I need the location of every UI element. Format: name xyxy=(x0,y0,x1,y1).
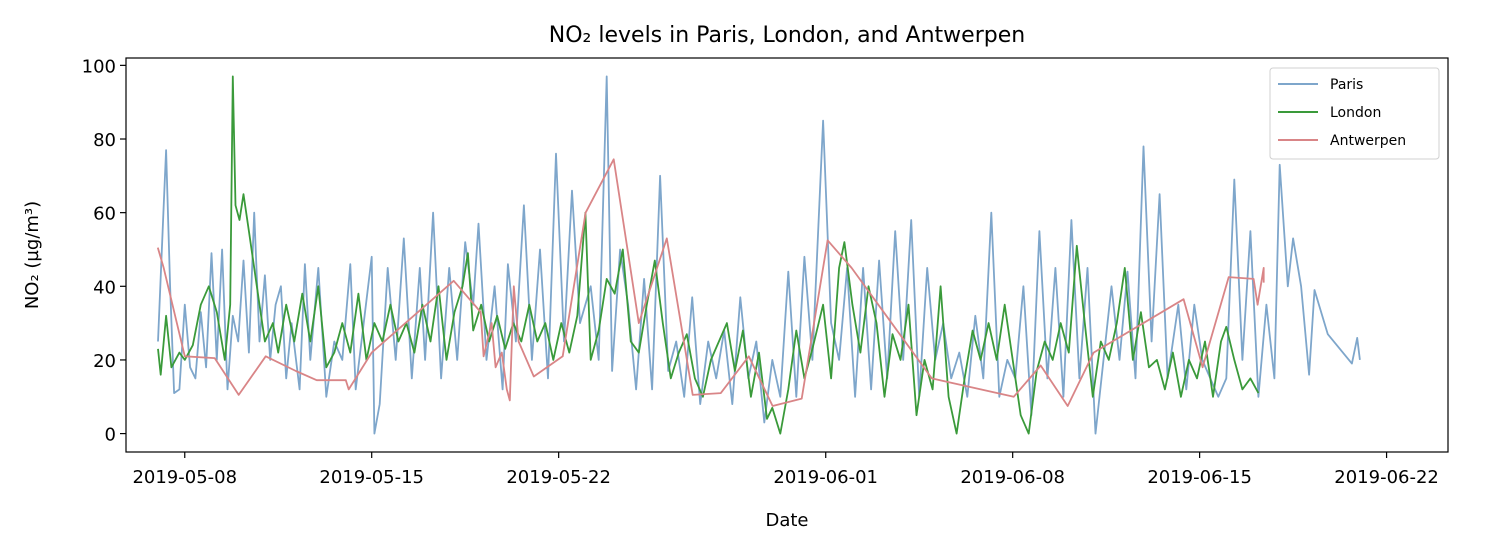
y-tick-label: 20 xyxy=(93,351,116,372)
legend-label-paris: Paris xyxy=(1330,77,1363,93)
y-tick-label: 0 xyxy=(105,425,116,446)
plot-frame xyxy=(125,57,1449,453)
x-tick-label: 2019-06-22 xyxy=(1334,467,1439,488)
y-axis-label: NO₂ (µg/m³) xyxy=(22,201,43,309)
legend-label-london: London xyxy=(1330,105,1381,121)
series-line-antwerpen xyxy=(156,158,1265,407)
legend-label-antwerpen: Antwerpen xyxy=(1330,133,1406,149)
x-tick-label: 2019-06-01 xyxy=(773,467,878,488)
legend-box xyxy=(1269,67,1440,160)
series-line-london xyxy=(157,75,1260,435)
x-axis-label: Date xyxy=(765,510,808,531)
y-tick-label: 100 xyxy=(82,56,116,77)
y-tick-label: 80 xyxy=(93,130,116,151)
x-tick-label: 2019-06-08 xyxy=(960,467,1065,488)
legend: Paris London Antwerpen xyxy=(1269,67,1440,160)
x-tick-label: 2019-05-08 xyxy=(132,467,237,488)
x-tick-label: 2019-05-15 xyxy=(319,467,424,488)
axis-layer: 0 20 40 60 80 100 2019-05-08 2019-05-15 2019-05-… xyxy=(82,56,1439,488)
x-tick-label: 2019-06-15 xyxy=(1147,467,1252,488)
series-layer xyxy=(156,75,1361,435)
y-tick-label: 60 xyxy=(93,204,116,225)
x-tick-label: 2019-05-22 xyxy=(506,467,611,488)
y-tick-label: 40 xyxy=(93,277,116,298)
chart-title: NO₂ levels in Paris, London, and Antwerp… xyxy=(549,23,1025,48)
